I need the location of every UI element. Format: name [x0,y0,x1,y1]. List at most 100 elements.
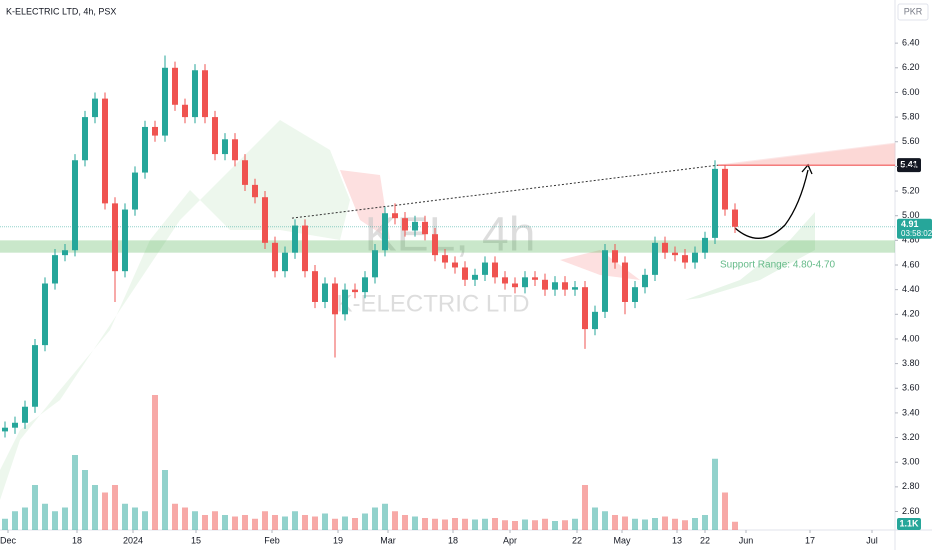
volume-bar [172,503,178,530]
volume-bar [322,513,328,530]
y-tick-label: 4.80 [902,235,920,245]
volume-bar [522,519,528,530]
candle-body [302,225,308,272]
candle-body [72,160,78,251]
volume-bar [352,518,358,530]
x-tick-label: 19 [333,535,343,545]
last-price: 4.91 [901,219,919,229]
volume-bar [512,521,518,530]
volume-bar [582,485,588,530]
candle-body [332,283,338,315]
volume-bar [312,516,318,530]
candle-body [62,250,68,256]
volume-bar [112,485,118,530]
volume-bar [552,521,558,530]
candle-body [352,289,358,293]
candle-body [562,282,568,290]
volume-bar [62,507,68,530]
volume-bar [72,455,78,530]
candle-body [422,221,428,235]
y-tick-label: 5.20 [902,185,920,195]
candle-body [192,70,198,118]
candle-body [22,406,28,423]
candle-body [462,267,468,280]
volume-bar [332,518,338,530]
x-tick-label: 17 [805,535,815,545]
x-tick-label: Apr [503,535,517,545]
candle-body [122,209,128,272]
candle-body [252,184,258,198]
resistance-tag [897,158,921,173]
volume-bar [132,507,138,530]
y-tick-label: 6.40 [902,38,920,48]
candle-body [502,277,508,284]
volume-bar [492,518,498,530]
x-tick-label: 18 [448,535,458,545]
countdown: 03:58:02 [901,229,932,238]
candle-body [712,168,718,238]
volume-bar [362,513,368,530]
y-tick-label: 5.00 [902,210,920,220]
y-tick-label: 6.00 [902,87,920,97]
volume-bar [472,519,478,530]
x-tick-label: Jul [866,535,878,545]
volume-bar [232,516,238,530]
candle-body [362,277,368,293]
volume-bar [52,511,58,530]
x-tick-label: 15 [191,535,201,545]
candle-body [142,126,148,173]
volume-bar [422,518,428,530]
volume-bar [372,507,378,530]
volume-bar [482,518,488,530]
y-tick-label: 2.80 [902,481,920,491]
candle-body [732,209,738,227]
volume-bar [542,518,548,530]
currency: PKR [904,6,923,16]
ichimoku-cloud [340,170,390,240]
y-tick-label: 3.00 [902,457,920,467]
volume-bar [222,515,228,530]
volume-bar [162,470,168,530]
volume-bar [192,511,198,530]
candle-body [372,250,378,278]
volume-bar [292,511,298,530]
volume-bar [282,516,288,530]
volume-bar [532,520,538,530]
candle-body [492,262,498,278]
volume-bar [572,518,578,530]
projection-arrow [734,169,809,239]
candle-body [632,287,638,302]
y-tick-label: 6.20 [902,62,920,72]
candle-body [472,274,478,280]
candle-body [342,289,348,315]
volume-bar [302,515,308,530]
y-tick-label: 4.20 [902,309,920,319]
volume-bar [432,518,438,530]
candle-body [232,139,238,161]
volume-bar [262,511,268,530]
volume-bar [212,511,218,530]
y-tick-label: 4.40 [902,284,920,294]
candle-body [152,126,158,136]
volume-bar [82,470,88,530]
candle-body [182,104,188,118]
candle-body [652,242,658,275]
y-tick-label: 3.60 [902,383,920,393]
candle-body [2,427,8,432]
volume-bar [402,515,408,530]
volume-bar [682,520,688,530]
y-tick-label: 2.60 [902,506,920,516]
last-price-tag [897,218,932,239]
candle-body [592,311,598,330]
candle-body [212,117,218,155]
currency-box[interactable] [897,3,929,21]
volume-bar [102,492,108,530]
volume-bar [142,511,148,530]
volume-bar [602,511,608,530]
volume-bar [42,503,48,530]
x-tick-label: 18 [72,535,82,545]
volume-bar [732,521,738,530]
candle-body [82,117,88,161]
candle-body [132,172,138,210]
